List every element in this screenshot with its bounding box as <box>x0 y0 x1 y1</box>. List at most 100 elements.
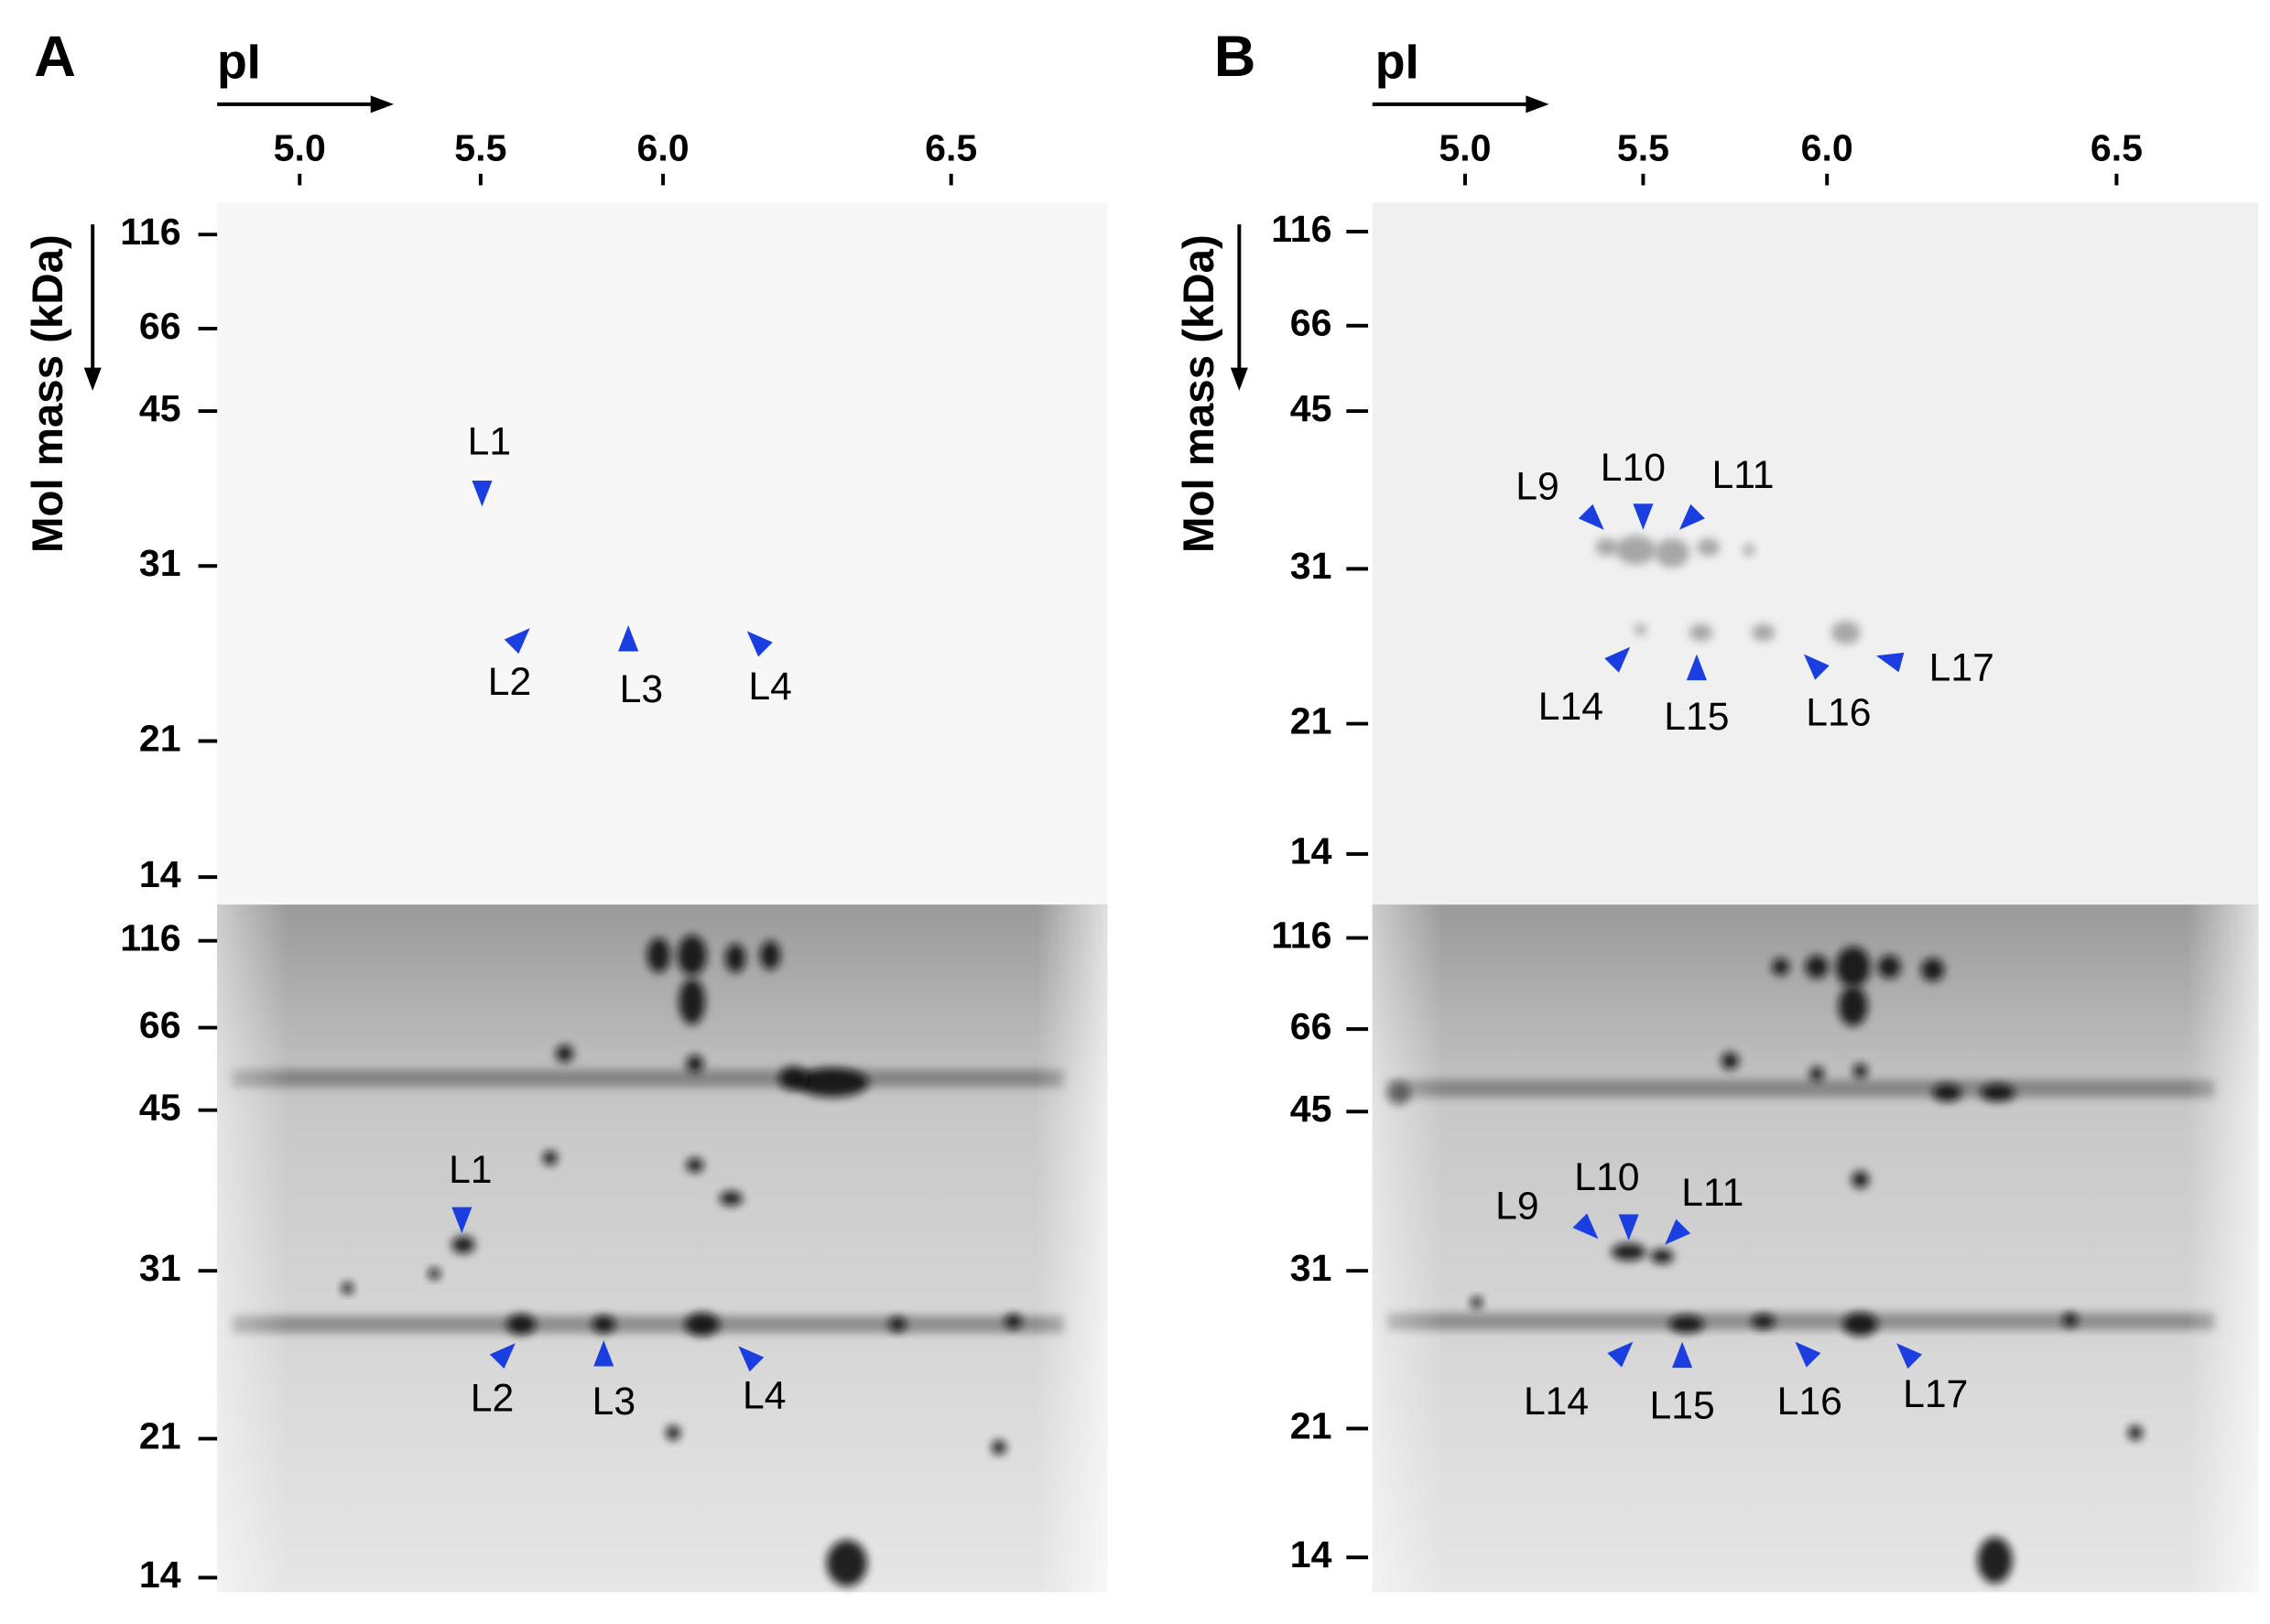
arrowhead <box>746 631 773 657</box>
spot-arrow <box>1618 1214 1639 1240</box>
spot-arrow <box>1896 1343 1923 1370</box>
pi-label: pI <box>1375 34 1419 89</box>
spot-label: L17 <box>1903 1372 1968 1416</box>
gel-spot <box>1752 623 1776 642</box>
mass-tick-label: 21 <box>1290 1404 1332 1446</box>
panel-letter: A <box>34 25 76 89</box>
pi-tick-label: 5.0 <box>1439 126 1491 168</box>
spot-arrow <box>1875 652 1905 673</box>
arrowhead <box>1875 652 1905 673</box>
pi-arrowhead <box>370 95 395 114</box>
upper-gel <box>217 202 1108 905</box>
spot-arrow <box>1578 503 1604 530</box>
arrowhead <box>618 625 639 652</box>
arrowhead <box>1604 646 1631 673</box>
pi-arrowhead <box>1526 95 1549 114</box>
spot-arrow <box>1607 1341 1634 1368</box>
spot-label: L1 <box>468 420 511 464</box>
mass-tick-label: 45 <box>1290 387 1332 429</box>
spot-arrow <box>618 625 639 652</box>
mass-tick-label: 116 <box>1271 914 1331 956</box>
spot-label: L10 <box>1601 446 1666 490</box>
spot-label: L17 <box>1929 645 1994 689</box>
arrowhead <box>504 628 530 655</box>
spot-label: L16 <box>1777 1380 1842 1424</box>
arrowhead <box>1607 1341 1634 1368</box>
mass-tick-label: 66 <box>139 305 181 347</box>
spot-label: L10 <box>1574 1155 1639 1199</box>
pi-tick-label: 5.5 <box>454 126 506 168</box>
gel-spot <box>1595 538 1619 557</box>
arrowhead <box>489 1343 516 1370</box>
mass-tick-label: 14 <box>1290 1533 1332 1575</box>
spot-label: L4 <box>748 665 791 709</box>
mass-label: Mol mass (kDa) <box>24 234 72 553</box>
gel-spot <box>1655 538 1690 568</box>
spot-label: L14 <box>1524 1380 1589 1424</box>
mass-label: Mol mass (kDa) <box>1175 234 1223 553</box>
gel-spot <box>1743 544 1755 557</box>
gel-spot <box>1615 536 1656 565</box>
gel-spot <box>1696 538 1721 557</box>
mass-tick-label: 21 <box>139 1414 181 1456</box>
mass-arrowhead <box>83 367 102 391</box>
spot-label: L9 <box>1495 1184 1538 1228</box>
pi-label: pI <box>217 34 261 89</box>
mass-tick-label: 45 <box>139 387 181 429</box>
spot-label: L2 <box>471 1377 514 1421</box>
panel-letter: B <box>1214 25 1256 89</box>
arrowhead <box>1665 1218 1691 1245</box>
arrowhead <box>1795 1341 1821 1368</box>
arrowhead <box>1572 1213 1599 1240</box>
arrowhead <box>1678 503 1705 530</box>
spot-arrow <box>1665 1218 1691 1245</box>
arrowhead <box>472 480 493 507</box>
spot-arrow <box>1803 654 1830 680</box>
spot-arrow <box>1795 1341 1821 1368</box>
spot-arrow <box>746 631 773 657</box>
spot-arrow <box>1633 503 1654 530</box>
mass-tick-label: 66 <box>139 1003 181 1045</box>
spot-label: L3 <box>620 667 663 711</box>
arrowhead <box>451 1207 472 1234</box>
spot-label: L15 <box>1650 1384 1715 1428</box>
spot-arrow <box>593 1340 614 1367</box>
spot-arrow <box>504 628 530 655</box>
upper-gel <box>1372 202 2259 905</box>
mass-tick-label: 21 <box>1290 699 1332 742</box>
mass-tick-label: 31 <box>1290 545 1332 587</box>
spot-label: L15 <box>1664 695 1729 739</box>
mass-tick-label: 116 <box>120 917 180 959</box>
mass-tick-label: 45 <box>139 1087 181 1129</box>
gel-spot <box>1689 623 1713 642</box>
pi-tick-label: 6.5 <box>2091 126 2143 168</box>
mass-tick-label: 31 <box>139 542 181 584</box>
spot-arrow <box>451 1207 472 1234</box>
spot-label: L14 <box>1538 685 1603 729</box>
arrowhead <box>1803 654 1830 680</box>
spot-arrow <box>1678 503 1705 530</box>
mass-tick-label: 31 <box>1290 1247 1332 1289</box>
spot-label: L9 <box>1515 465 1559 509</box>
spot-arrow <box>1604 646 1631 673</box>
spot-label: L4 <box>743 1374 786 1418</box>
spot-label: L11 <box>1712 453 1775 497</box>
mass-tick-label: 31 <box>139 1247 181 1289</box>
pi-tick-label: 6.0 <box>1801 126 1853 168</box>
mass-tick-label: 116 <box>1271 208 1331 250</box>
arrowhead <box>1896 1343 1923 1370</box>
mass-tick-label: 45 <box>1290 1088 1332 1130</box>
pi-tick-label: 6.0 <box>637 126 690 168</box>
arrowhead <box>1633 503 1654 530</box>
spot-label: L3 <box>592 1380 635 1424</box>
arrowhead <box>1578 503 1604 530</box>
arrowhead <box>738 1346 765 1372</box>
mass-tick-label: 14 <box>139 1554 181 1596</box>
mass-tick-label: 66 <box>1290 1005 1332 1047</box>
pi-tick-label: 6.5 <box>925 126 977 168</box>
spot-label: L16 <box>1806 690 1871 734</box>
mass-tick-label: 66 <box>1290 302 1332 344</box>
spot-label: L1 <box>449 1148 492 1192</box>
gel-spot <box>1830 621 1861 644</box>
gel-edge <box>1372 904 2259 1593</box>
